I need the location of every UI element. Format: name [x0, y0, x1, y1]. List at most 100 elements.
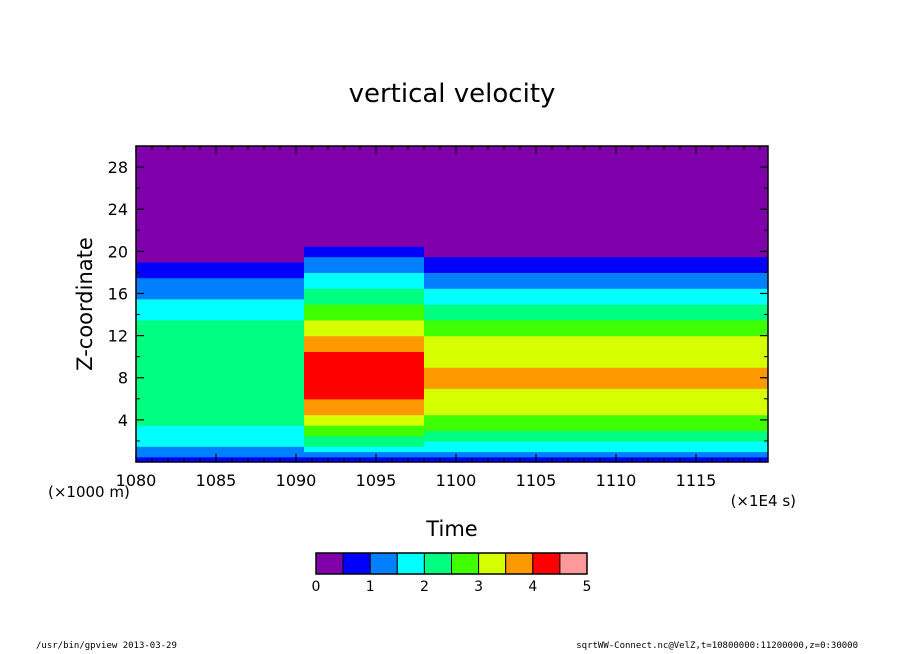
heatmap-cell	[304, 293, 425, 300]
y-tick-label: 12	[108, 327, 128, 346]
heatmap-cell	[304, 203, 425, 210]
heatmap-cell	[136, 446, 305, 453]
heatmap-cell	[136, 393, 305, 400]
heatmap-cell	[304, 298, 425, 305]
x-axis: 1080 1085 1090 1095 1100 1105 1110 1115	[116, 146, 761, 490]
heatmap-cell	[136, 309, 305, 316]
heatmap-cell	[304, 356, 425, 363]
y-tick-label: 4	[118, 411, 128, 430]
heatmap-cell	[136, 377, 305, 384]
heatmap-cell	[424, 282, 768, 289]
heatmap-cell	[424, 414, 768, 421]
footer-right: sqrtWW-Connect.nc@VelZ,t=10800000:112000…	[576, 641, 858, 651]
heatmap-cell	[424, 388, 768, 395]
heatmap-cell	[304, 330, 425, 337]
heatmap-cell	[136, 182, 305, 189]
heatmap-cell	[424, 293, 768, 300]
heatmap-cell	[136, 335, 305, 342]
y-axis-label: Z-coordinate	[73, 237, 97, 371]
heatmap-cell	[424, 404, 768, 410]
colorbar-swatch	[532, 552, 561, 575]
heatmap-cell	[304, 351, 425, 358]
heatmap-cell	[136, 146, 305, 152]
heatmap-cell	[136, 246, 305, 252]
heatmap-cell	[136, 230, 305, 237]
heatmap-cell	[136, 156, 305, 163]
y-tick-label: 24	[108, 200, 128, 219]
heatmap-cell	[424, 203, 768, 210]
heatmap-cell	[424, 335, 768, 342]
heatmap-cell	[304, 177, 425, 184]
heatmap-cell	[424, 214, 768, 221]
colorbar-label: 5	[583, 579, 592, 595]
heatmap-cell	[304, 367, 425, 374]
heatmap-cell	[304, 167, 425, 173]
heatmap-cell	[136, 383, 305, 389]
heatmap-cell	[424, 377, 768, 384]
heatmap-cell	[424, 272, 768, 279]
heatmap-cell	[424, 440, 768, 447]
heatmap-cell	[136, 314, 305, 321]
heatmap-cell	[136, 172, 305, 179]
heatmap-cell	[304, 256, 425, 263]
heatmap-cell	[136, 419, 305, 426]
heatmap-cell	[424, 383, 768, 389]
heatmap-cell	[304, 277, 425, 284]
heatmap-cell	[136, 298, 305, 305]
heatmap-cell	[424, 151, 768, 158]
heatmap-cell	[424, 177, 768, 184]
y-tick-label: 8	[118, 369, 128, 388]
heatmap-cell	[304, 246, 425, 252]
x-tick-label: 1085	[196, 471, 237, 490]
heatmap-cell	[304, 156, 425, 163]
heatmap-cell	[136, 288, 305, 295]
heatmap-cell	[424, 393, 768, 400]
heatmap-cell	[304, 161, 425, 168]
heatmap-cell	[136, 319, 305, 326]
heatmap-cell	[424, 325, 768, 331]
colorbar-label: 2	[420, 579, 429, 595]
heatmap-cell	[136, 435, 305, 442]
heatmap-cell	[304, 225, 425, 231]
heatmap-cell	[136, 219, 305, 226]
heatmap-cell	[136, 372, 305, 379]
colorbar-label: 0	[312, 579, 321, 595]
heatmap-cell	[304, 314, 425, 321]
heatmap-cell	[424, 425, 768, 431]
heatmap-cell	[424, 167, 768, 173]
heatmap-cell	[304, 209, 425, 216]
heatmap-cell	[424, 219, 768, 226]
heatmap-cell	[136, 267, 305, 273]
heatmap-cell	[304, 304, 425, 310]
heatmap-cell	[136, 430, 305, 437]
heatmap-cell	[424, 225, 768, 231]
heatmap-cell	[424, 446, 768, 453]
heatmap-cell	[424, 198, 768, 205]
heatmap-cell	[424, 182, 768, 189]
heatmap-cell	[136, 151, 305, 158]
chart-title: vertical velocity	[349, 79, 556, 109]
colorbar-swatch	[505, 552, 534, 575]
x-tick-label: 1090	[276, 471, 317, 490]
heatmap-cell	[136, 177, 305, 184]
heatmap-cell	[304, 309, 425, 316]
heatmap-cell	[136, 440, 305, 447]
y-axis: 4 8 12 16 20 24 28	[108, 158, 768, 442]
colorbar-frame	[315, 552, 588, 575]
heatmap-cell	[136, 167, 305, 173]
heatmap-cell	[304, 261, 425, 268]
heatmap-cell	[304, 325, 425, 331]
heatmap-cell	[136, 456, 305, 462]
heatmap-cell	[424, 361, 768, 368]
y-tick-label: 28	[108, 158, 128, 177]
heatmap-cell	[424, 367, 768, 374]
colorbar-swatch	[315, 552, 344, 575]
heatmap-cell	[424, 146, 768, 152]
heatmap-cell	[136, 304, 305, 310]
heatmap-cell	[136, 272, 305, 279]
x-tick-label: 1080	[116, 471, 157, 490]
heatmap-cell	[304, 240, 425, 247]
heatmap-cell	[304, 393, 425, 400]
heatmap-cell	[424, 193, 768, 200]
heatmap-cell	[304, 182, 425, 189]
